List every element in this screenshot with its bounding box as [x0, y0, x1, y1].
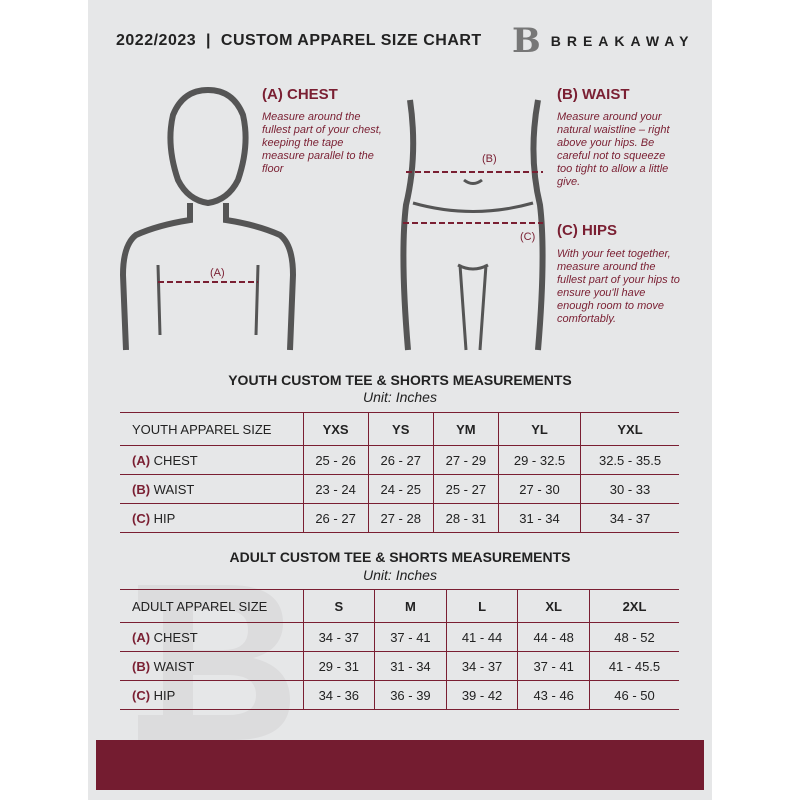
logo-mark: B — [512, 21, 541, 61]
table-cell: 43 - 46 — [517, 680, 590, 710]
page-title: 2022/2023 | CUSTOM APPAREL SIZE CHART — [116, 32, 482, 49]
table-cell: 31 - 34 — [374, 651, 447, 681]
table-cell: 25 - 27 — [432, 474, 499, 504]
table-cell: 37 - 41 — [374, 622, 447, 652]
size-header: YS — [367, 412, 434, 446]
row-letter: (A) — [132, 452, 151, 468]
table-cell: 27 - 30 — [497, 474, 581, 504]
size-header: 2XL — [589, 589, 679, 623]
table-cell: 29 - 31 — [302, 651, 375, 681]
row-label: (C) HIP — [120, 503, 303, 533]
brand-logo: B BREAKAWAY — [512, 24, 694, 58]
table-cell: 29 - 32.5 — [497, 445, 581, 475]
table-cell: 28 - 31 — [432, 503, 499, 533]
chest-description: Measure around the fullest part of your … — [262, 111, 382, 175]
youth-table-title: YOUTH CUSTOM TEE & SHORTS MEASUREMENTS — [228, 372, 572, 388]
table-cell: 34 - 37 — [445, 651, 518, 681]
waist-marker: (B) — [482, 153, 497, 165]
table-row: (B) WAIST 29 - 31 31 - 34 34 - 37 37 - 41 41 … — [120, 651, 679, 681]
size-header: S — [302, 589, 375, 623]
upper-body-illustration — [119, 86, 297, 351]
adult-table-unit: Unit: Inches — [363, 567, 437, 583]
table-cell: 36 - 39 — [374, 680, 447, 710]
size-header: YM — [432, 412, 499, 446]
row-name: CHEST — [153, 629, 198, 645]
table-cell: 37 - 41 — [517, 651, 590, 681]
table-cell: 25 - 26 — [302, 445, 369, 475]
size-header: L — [445, 589, 518, 623]
chest-marker: (A) — [210, 267, 225, 279]
row-letter: (B) — [132, 658, 151, 674]
corner-label: YOUTH APPAREL SIZE — [120, 412, 303, 446]
row-letter: (A) — [132, 629, 151, 645]
hips-heading: (C) HIPS — [557, 222, 617, 239]
table-cell: 26 - 27 — [367, 445, 434, 475]
waist-heading: (B) WAIST — [557, 86, 630, 103]
size-header: YXS — [302, 412, 369, 446]
adult-table-title: ADULT CUSTOM TEE & SHORTS MEASUREMENTS — [229, 549, 571, 565]
row-name: HIP — [153, 687, 176, 703]
table-cell: 23 - 24 — [302, 474, 369, 504]
table-row: (C) HIP 34 - 36 36 - 39 39 - 42 43 - 46 46 - … — [120, 680, 679, 710]
row-label: (B) WAIST — [120, 651, 303, 681]
waist-description: Measure around your natural waistline – … — [557, 111, 670, 188]
table-cell: 27 - 28 — [367, 503, 434, 533]
row-letter: (B) — [132, 481, 151, 497]
hips-marker: (C) — [520, 231, 536, 243]
header-row: YOUTH APPAREL SIZE YXS YS YM YL YXL — [120, 412, 679, 446]
adult-size-table: ADULT APPAREL SIZE S M L XL 2XL (A) CHEST 34 - … — [120, 589, 679, 710]
table-cell: 30 - 33 — [580, 474, 679, 504]
size-header: YL — [497, 412, 581, 446]
table-cell: 34 - 37 — [302, 622, 375, 652]
size-chart-page: 2022/2023 | CUSTOM APPAREL SIZE CHART B … — [88, 0, 712, 800]
row-name: HIP — [153, 510, 176, 526]
table-row: (A) CHEST 34 - 37 37 - 41 41 - 44 44 - 48 48 … — [120, 622, 679, 652]
table-row: (A) CHEST 25 - 26 26 - 27 27 - 29 29 - 32.5 3… — [120, 445, 679, 475]
chest-heading: (A) CHEST — [262, 86, 338, 103]
hips-description: With your feet together, measure around … — [557, 248, 680, 325]
table-cell: 24 - 25 — [367, 474, 434, 504]
youth-size-table: YOUTH APPAREL SIZE YXS YS YM YL YXL (A) CHEST 2… — [120, 412, 679, 533]
row-name: WAIST — [153, 658, 195, 674]
table-row: (B) WAIST 23 - 24 24 - 25 25 - 27 27 - 30 30 … — [120, 474, 679, 504]
lower-body-illustration — [400, 99, 546, 351]
table-cell: 41 - 44 — [445, 622, 518, 652]
corner-label: ADULT APPAREL SIZE — [120, 589, 303, 623]
row-name: WAIST — [153, 481, 195, 497]
table-cell: 26 - 27 — [302, 503, 369, 533]
header-row: ADULT APPAREL SIZE S M L XL 2XL — [120, 589, 679, 623]
size-header: M — [374, 589, 447, 623]
size-header: XL — [517, 589, 590, 623]
logo-text: BREAKAWAY — [550, 33, 695, 49]
table-cell: 44 - 48 — [517, 622, 590, 652]
table-row: (C) HIP 26 - 27 27 - 28 28 - 31 31 - 34 34 - … — [120, 503, 679, 533]
row-label: (B) WAIST — [120, 474, 303, 504]
size-header: YXL — [580, 412, 679, 446]
row-letter: (C) — [132, 687, 151, 703]
table-cell: 48 - 52 — [589, 622, 679, 652]
row-label: (A) CHEST — [120, 622, 303, 652]
table-cell: 27 - 29 — [432, 445, 499, 475]
row-letter: (C) — [132, 510, 151, 526]
table-cell: 34 - 37 — [580, 503, 679, 533]
table-cell: 32.5 - 35.5 — [580, 445, 679, 475]
table-cell: 31 - 34 — [497, 503, 581, 533]
table-cell: 46 - 50 — [589, 680, 679, 710]
table-cell: 39 - 42 — [445, 680, 518, 710]
row-label: (C) HIP — [120, 680, 303, 710]
youth-table-unit: Unit: Inches — [363, 389, 437, 405]
table-cell: 34 - 36 — [302, 680, 375, 710]
row-label: (A) CHEST — [120, 445, 303, 475]
row-name: CHEST — [153, 452, 198, 468]
footer-bar — [96, 740, 704, 790]
table-cell: 41 - 45.5 — [589, 651, 679, 681]
